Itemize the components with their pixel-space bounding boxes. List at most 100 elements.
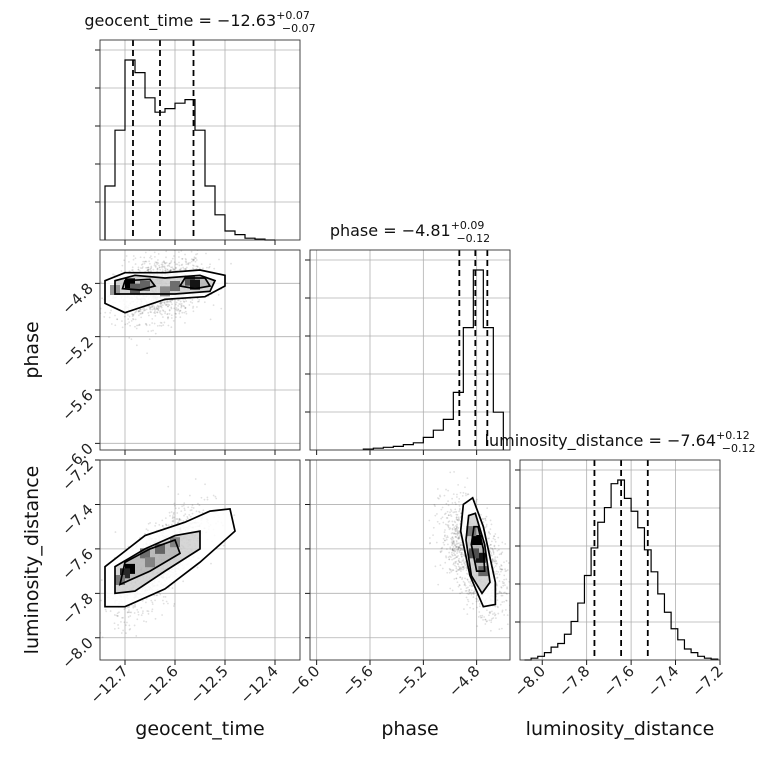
scatter-point	[461, 591, 463, 594]
scatter-point	[132, 313, 135, 316]
scatter-point	[156, 325, 159, 327]
scatter-point	[153, 256, 156, 258]
scatter-point	[458, 569, 461, 571]
scatter-point	[452, 549, 454, 552]
scatter-point	[460, 548, 463, 551]
scatter-point	[460, 570, 462, 572]
scatter-point	[168, 511, 171, 514]
scatter-point	[167, 324, 170, 327]
scatter-point	[503, 561, 505, 564]
scatter-point	[443, 539, 446, 542]
scatter-point	[143, 260, 146, 263]
scatter-point	[484, 618, 487, 621]
scatter-point	[486, 537, 489, 540]
scatter-point	[454, 529, 457, 531]
scatter-point	[448, 551, 451, 554]
scatter-point	[170, 307, 173, 310]
scatter-point	[165, 300, 168, 303]
scatter-point	[505, 592, 508, 595]
scatter-point	[94, 296, 96, 298]
scatter-point	[182, 266, 185, 269]
scatter-point	[196, 265, 199, 268]
scatter-point	[463, 562, 466, 565]
scatter-point	[454, 501, 457, 504]
scatter-point	[183, 301, 186, 303]
scatter-point	[133, 311, 136, 314]
scatter-point	[463, 561, 465, 564]
scatter-point	[147, 330, 150, 333]
scatter-point	[202, 509, 205, 512]
scatter-point	[166, 268, 169, 271]
scatter-point	[452, 563, 455, 566]
scatter-point	[127, 318, 130, 320]
scatter-point	[201, 511, 204, 514]
scatter-point	[220, 307, 223, 310]
scatter-point	[173, 255, 175, 257]
scatter-point	[116, 615, 119, 618]
title-minus: −0.12	[722, 442, 756, 455]
scatter-point	[455, 510, 458, 513]
scatter-point	[154, 599, 156, 602]
scatter-point	[448, 558, 451, 561]
scatter-point	[497, 536, 500, 539]
scatter-point	[511, 561, 513, 563]
scatter-point	[185, 263, 188, 266]
scatter-point	[489, 553, 492, 556]
scatter-point	[455, 545, 457, 548]
scatter-point	[455, 546, 458, 548]
scatter-point	[139, 308, 141, 311]
scatter-point	[142, 309, 145, 312]
scatter-point	[504, 570, 507, 573]
title-prefix: phase =	[330, 221, 402, 240]
scatter-point	[459, 592, 462, 595]
scatter-point	[447, 521, 450, 523]
scatter-point	[183, 509, 186, 512]
scatter-point	[444, 534, 446, 537]
scatter-point	[466, 592, 469, 595]
scatter-point	[172, 516, 174, 519]
scatter-point	[159, 593, 162, 596]
density-cell	[140, 281, 150, 291]
scatter-point	[160, 263, 163, 266]
scatter-point	[496, 556, 499, 559]
scatter-point	[184, 310, 187, 313]
title-minus: −0.07	[282, 22, 316, 35]
scatter-point	[449, 527, 452, 530]
scatter-point	[497, 544, 500, 547]
scatter-point	[158, 264, 160, 267]
scatter-point	[188, 304, 191, 306]
scatter-point	[163, 265, 166, 268]
scatter-point	[469, 606, 471, 609]
scatter-point	[137, 613, 140, 616]
scatter-point	[458, 518, 460, 521]
scatter-point	[139, 256, 142, 259]
scatter-point	[126, 322, 129, 325]
scatter-point	[214, 495, 217, 498]
scatter-point	[454, 527, 457, 530]
scatter-point	[451, 502, 454, 504]
scatter-point	[506, 586, 508, 589]
scatter-point	[154, 312, 157, 315]
scatter-point	[464, 564, 467, 567]
scatter-point	[115, 614, 118, 617]
scatter-point	[492, 613, 494, 616]
scatter-point	[167, 316, 170, 319]
scatter-point	[178, 303, 181, 305]
scatter-point	[494, 558, 496, 561]
scatter-point	[499, 591, 502, 594]
scatter-point	[458, 584, 461, 586]
scatter-point	[457, 517, 460, 520]
scatter-point	[461, 553, 464, 556]
title-plus: +0.12	[716, 429, 750, 442]
scatter-point	[444, 561, 447, 564]
scatter-point	[138, 323, 141, 326]
scatter-point	[156, 307, 159, 310]
scatter-point	[174, 312, 177, 315]
scatter-point	[456, 573, 459, 575]
scatter-point	[128, 260, 130, 263]
scatter-point	[475, 600, 478, 603]
scatter-point	[160, 322, 163, 324]
scatter-point	[458, 542, 460, 545]
scatter-point	[458, 530, 460, 532]
density-cell	[130, 283, 140, 294]
